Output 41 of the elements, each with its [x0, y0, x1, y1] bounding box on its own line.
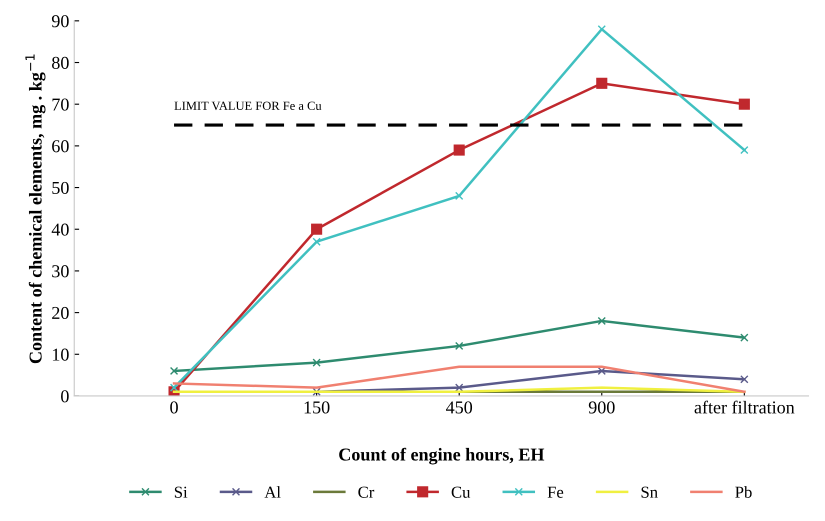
point [740, 375, 749, 384]
y-tick-label: 50 [52, 182, 69, 194]
y-axis-title: Content of chemical elements, mg . kg$^{−1}$ [25, 54, 46, 364]
point [312, 388, 321, 396]
x-tick-label: 150 [304, 401, 330, 414]
point [740, 333, 749, 342]
point [454, 144, 465, 156]
legend-label: Pb [735, 486, 752, 498]
y-tick-label: 10 [52, 348, 69, 361]
point [740, 146, 749, 154]
legend-label: Si [174, 486, 188, 498]
point [311, 224, 322, 235]
x-axis-title: Count of engine hours, EH [339, 448, 544, 464]
ref-line-label: LIMIT VALUE FOR Fe a Cu [174, 102, 322, 110]
point [598, 25, 606, 34]
y-tick-label: 40 [52, 223, 69, 236]
point [596, 78, 608, 89]
legend-label: Cu [452, 486, 470, 498]
y-tick-label: 70 [52, 98, 69, 111]
point [170, 383, 178, 392]
y-tick-label: 80 [52, 56, 69, 69]
y-tick-label: 60 [52, 140, 69, 152]
point [455, 192, 464, 200]
point [170, 366, 178, 376]
x-tick-label: 450 [446, 401, 472, 414]
y-tick-label: 90 [52, 15, 69, 28]
legend-label: Sn [642, 486, 658, 498]
point [738, 98, 750, 110]
x-tick-label: 0 [170, 401, 178, 414]
legend-label: Fe [548, 486, 564, 498]
point [598, 316, 606, 326]
point [312, 238, 321, 246]
legend-label: Al [264, 486, 281, 498]
y-tick-label: 0 [61, 390, 69, 402]
y-tick-label: 30 [52, 265, 69, 278]
y-tick-label: 20 [52, 306, 69, 320]
point [455, 342, 464, 350]
legend-label: Cr [358, 486, 374, 498]
point [312, 358, 321, 367]
x-tick-label: after filtration [694, 400, 794, 414]
x-tick-label: 900 [588, 401, 615, 414]
